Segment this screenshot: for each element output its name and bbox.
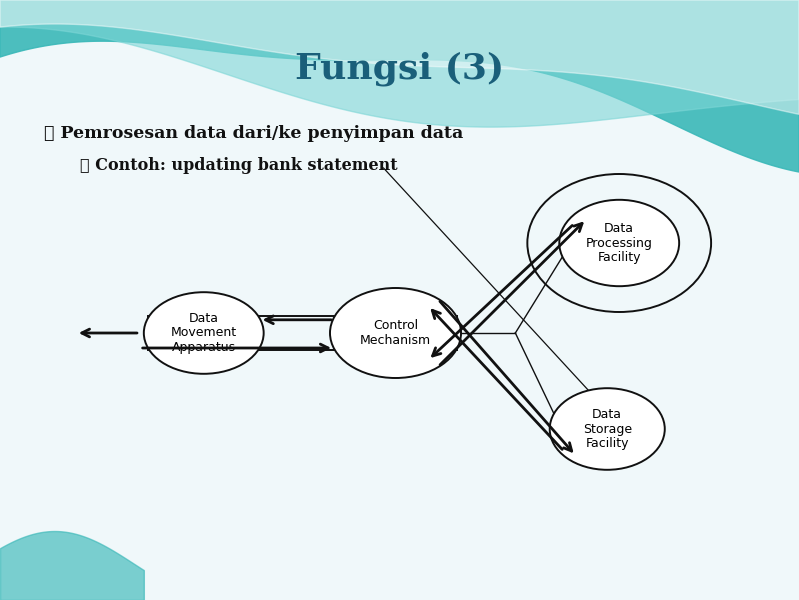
Text: Control
Mechanism: Control Mechanism <box>360 319 431 347</box>
Ellipse shape <box>144 292 264 374</box>
Bar <box>148 316 457 350</box>
Ellipse shape <box>330 288 461 378</box>
Text: ❧ Contoh: updating bank statement: ❧ Contoh: updating bank statement <box>80 157 398 173</box>
Ellipse shape <box>559 200 679 286</box>
Text: ❧ Pemrosesan data dari/ke penyimpan data: ❧ Pemrosesan data dari/ke penyimpan data <box>44 125 463 142</box>
Text: Fungsi (3): Fungsi (3) <box>295 52 504 86</box>
Text: Data
Movement
Apparatus: Data Movement Apparatus <box>171 311 237 355</box>
Text: Data
Processing
Facility: Data Processing Facility <box>586 221 653 265</box>
Ellipse shape <box>550 388 665 470</box>
Text: Data
Storage
Facility: Data Storage Facility <box>582 407 632 451</box>
